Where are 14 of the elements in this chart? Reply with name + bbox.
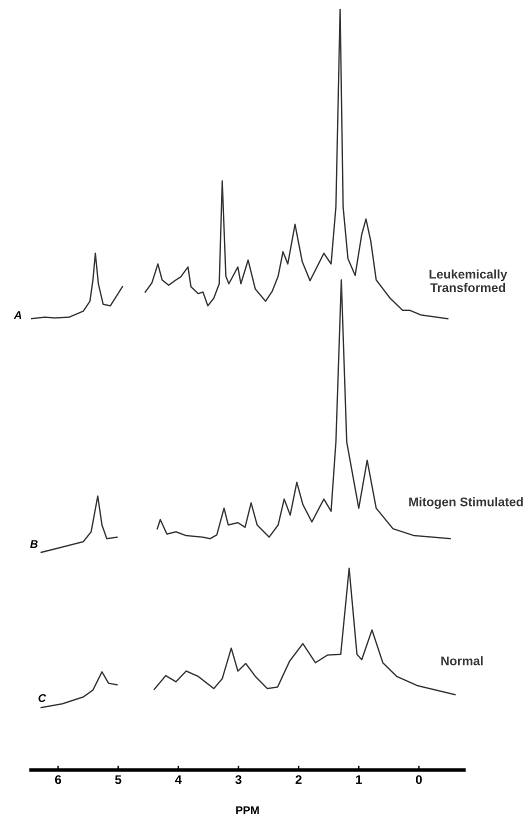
annotation: C: [38, 694, 46, 702]
x-tick-label: 1: [356, 775, 362, 784]
series-label: Mitogen Stimulated: [409, 497, 523, 509]
text: A: [14, 311, 22, 319]
x-tick-label: 2: [296, 775, 302, 784]
x-tick-label: 3: [235, 775, 242, 784]
x-axis-title: PPM: [236, 806, 259, 814]
x-tick-label: 6: [55, 775, 62, 784]
text: Normal: [441, 656, 483, 666]
series-label: Leukemically Transformed: [430, 269, 508, 292]
annotation: B: [30, 540, 38, 548]
x-tick-label: 0: [416, 775, 422, 784]
x-tick-label: 5: [115, 775, 122, 784]
x-tick-label: 4: [175, 775, 182, 784]
